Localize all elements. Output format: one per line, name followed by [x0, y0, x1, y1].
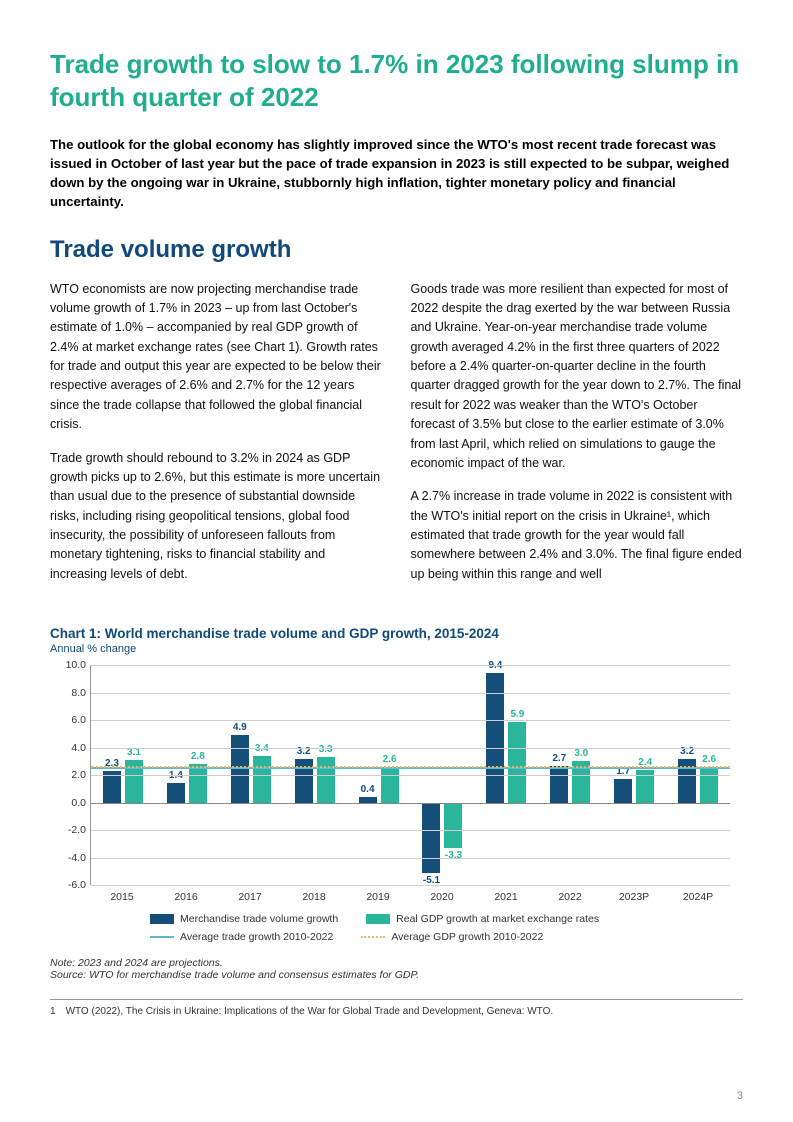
source-label: Source:: [50, 969, 86, 981]
chart-1: Chart 1: World merchandise trade volume …: [50, 626, 743, 981]
legend-label: Merchandise trade volume growth: [180, 913, 338, 925]
bar: [444, 803, 462, 848]
bar-value-label: 4.9: [228, 722, 252, 733]
chart-plot-area: 10.08.06.04.02.00.0-2.0-4.0-6.0 2.33.11.…: [50, 665, 743, 885]
body-paragraph: Goods trade was more resilient than expe…: [411, 280, 744, 474]
grid-line: [91, 720, 730, 721]
y-tick-label: 0.0: [71, 797, 86, 809]
grid-line: [91, 885, 730, 886]
x-tick-label: 2017: [218, 891, 282, 903]
legend-swatch: [361, 936, 385, 938]
y-tick-label: 6.0: [71, 714, 86, 726]
legend-swatch: [150, 936, 174, 938]
bar-value-label: 2.6: [378, 754, 402, 765]
bar: [508, 722, 526, 803]
body-paragraph: WTO economists are now projecting mercha…: [50, 280, 383, 435]
y-tick-label: -4.0: [68, 852, 86, 864]
source-text: WTO for merchandise trade volume and con…: [86, 969, 419, 981]
y-tick-label: -6.0: [68, 879, 86, 891]
bar-value-label: 3.1: [122, 747, 146, 758]
grid-line: [91, 775, 730, 776]
legend-label: Real GDP growth at market exchange rates: [396, 913, 599, 925]
footnote-divider: [50, 999, 743, 1000]
reference-line: [91, 766, 730, 768]
bar-value-label: 3.3: [314, 744, 338, 755]
body-paragraph: A 2.7% increase in trade volume in 2022 …: [411, 487, 744, 584]
legend-item: Average trade growth 2010-2022: [150, 931, 333, 943]
bar: [231, 735, 249, 802]
grid-line: [91, 830, 730, 831]
y-tick-label: 4.0: [71, 742, 86, 754]
x-tick-label: 2021: [474, 891, 538, 903]
chart-note: Note: 2023 and 2024 are projections. Sou…: [50, 957, 743, 981]
bar: [253, 756, 271, 803]
legend-swatch: [150, 914, 174, 924]
chart-subtitle: Annual % change: [50, 643, 743, 655]
bar-value-label: 2.6: [697, 754, 721, 765]
page-number: 3: [737, 1090, 743, 1102]
x-tick-label: 2018: [282, 891, 346, 903]
legend-label: Average trade growth 2010-2022: [180, 931, 333, 943]
bar-value-label: 3.0: [569, 748, 593, 759]
y-tick-label: 10.0: [66, 659, 86, 671]
footnote-number: 1: [50, 1006, 56, 1017]
chart-canvas: 2.33.11.42.84.93.43.23.30.42.6-5.1-3.39.…: [90, 665, 730, 885]
body-paragraph: Trade growth should rebound to 3.2% in 2…: [50, 449, 383, 585]
body-columns: WTO economists are now projecting mercha…: [50, 280, 743, 599]
grid-line: [91, 665, 730, 666]
x-tick-label: 2016: [154, 891, 218, 903]
note-label: Note:: [50, 957, 75, 969]
y-tick-label: 2.0: [71, 769, 86, 781]
x-axis-labels: 201520162017201820192020202120222023P202…: [90, 891, 730, 903]
legend-swatch: [366, 914, 390, 924]
right-column: Goods trade was more resilient than expe…: [411, 280, 744, 599]
bar-value-label: 2.7: [547, 753, 571, 764]
legend-item: Real GDP growth at market exchange rates: [366, 913, 599, 925]
bar: [381, 767, 399, 803]
bar-value-label: 2.8: [186, 751, 210, 762]
bar: [550, 766, 568, 803]
note-text: 2023 and 2024 are projections.: [75, 957, 223, 969]
bar-value-label: 5.9: [505, 709, 529, 720]
x-tick-label: 2022: [538, 891, 602, 903]
footnote: 1 WTO (2022), The Crisis in Ukraine: Imp…: [50, 1006, 743, 1017]
bar-value-label: 0.4: [356, 784, 380, 795]
bar: [422, 803, 440, 873]
legend-label: Average GDP growth 2010-2022: [391, 931, 543, 943]
lead-paragraph: The outlook for the global economy has s…: [50, 135, 743, 212]
chart-title: Chart 1: World merchandise trade volume …: [50, 626, 743, 641]
x-tick-label: 2024P: [666, 891, 730, 903]
x-tick-label: 2023P: [602, 891, 666, 903]
y-tick-label: 8.0: [71, 687, 86, 699]
bar: [700, 767, 718, 803]
page-title: Trade growth to slow to 1.7% in 2023 fol…: [50, 48, 743, 113]
x-tick-label: 2019: [346, 891, 410, 903]
y-axis-labels: 10.08.06.04.02.00.0-2.0-4.0-6.0: [50, 665, 86, 885]
legend-item: Average GDP growth 2010-2022: [361, 931, 543, 943]
grid-line: [91, 803, 730, 804]
footnote-text: WTO (2022), The Crisis in Ukraine: Impli…: [66, 1006, 554, 1017]
bar: [189, 764, 207, 803]
grid-line: [91, 748, 730, 749]
section-heading: Trade volume growth: [50, 236, 743, 264]
y-tick-label: -2.0: [68, 824, 86, 836]
x-tick-label: 2015: [90, 891, 154, 903]
grid-line: [91, 858, 730, 859]
bar: [614, 779, 632, 802]
bar: [317, 757, 335, 802]
bar-value-label: -3.3: [441, 850, 465, 861]
grid-line: [91, 693, 730, 694]
left-column: WTO economists are now projecting mercha…: [50, 280, 383, 599]
bar-value-label: -5.1: [419, 875, 443, 886]
chart-legend: Merchandise trade volume growth Real GDP…: [150, 913, 743, 943]
x-tick-label: 2020: [410, 891, 474, 903]
bar: [167, 783, 185, 802]
legend-item: Merchandise trade volume growth: [150, 913, 338, 925]
